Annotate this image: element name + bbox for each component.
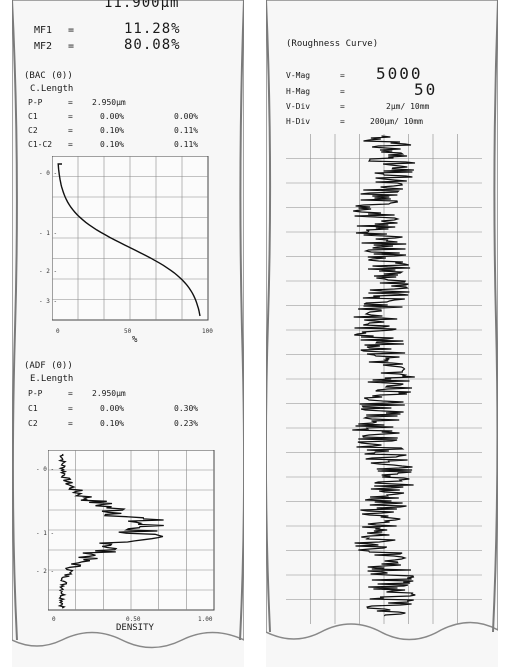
bac-row-value: 0.00% (100, 112, 125, 121)
vdiv-eq: = (340, 102, 345, 111)
mf2-value: 80.08% (124, 37, 181, 53)
bac-row-value2: 0.00% (174, 112, 199, 121)
top-partial-value: 11.900μm (104, 0, 180, 11)
hmag-eq: = (340, 87, 345, 96)
hdiv-value: 200μm/ 10mm (370, 117, 423, 126)
mf2-eq: = (68, 41, 75, 52)
left-printout-strip: 11.900μm MF1 = 11.28% MF2 = 80.08% (BAC … (12, 0, 244, 667)
adf-subtitle: E.Length (30, 374, 74, 384)
vdiv-label: V-Div (286, 102, 311, 111)
bac-subtitle: C.Length (30, 84, 74, 94)
adf-row-label: C2 (28, 419, 38, 428)
hdiv-label: H-Div (286, 117, 311, 126)
adf-row-value2: 0.23% (174, 419, 199, 428)
bac-row-eq: = (68, 112, 73, 121)
bac-row-value: 0.10% (100, 140, 125, 149)
bac-row-label: C2 (28, 126, 38, 135)
roughness-trace-line (352, 135, 416, 617)
bac-row-value: 0.10% (100, 126, 125, 135)
bac-row-value2: 0.11% (174, 126, 199, 135)
bac-row-eq: = (68, 140, 73, 149)
bac-row-eq: = (68, 126, 73, 135)
bac-row-value2: 0.11% (174, 140, 199, 149)
adf-row-eq: = (68, 389, 73, 398)
vmag-eq: = (340, 71, 345, 80)
roughness-profile-chart (286, 134, 482, 624)
vdiv-value: 2μm/ 10mm (386, 102, 430, 111)
bac-row-label: C1-C2 (28, 140, 53, 149)
adf-title: (ADF (0)) (24, 361, 73, 371)
hmag-label: H-Mag (286, 87, 311, 96)
adf-row-eq: = (68, 404, 73, 413)
hmag-value: 50 (414, 80, 438, 99)
adf-density-line (57, 453, 164, 609)
adf-row-value: 0.00% (100, 404, 125, 413)
mf1-eq: = (68, 25, 75, 36)
adf-xtick-050: 0.50 (126, 616, 141, 623)
vmag-value: 5000 (376, 64, 423, 83)
bac-curve-line (57, 163, 201, 317)
bac-xtick-50: 50 (124, 328, 132, 335)
bac-row-value: 2.950μm (92, 98, 126, 107)
right-printout-strip: (Roughness Curve) V-Mag = 5000 H-Mag = 5… (266, 0, 498, 667)
adf-xtick-0: 0 (52, 616, 56, 623)
mf1-label: MF1 (34, 25, 53, 36)
bac-row-label: P-P (28, 98, 43, 107)
vmag-label: V-Mag (286, 71, 311, 80)
roughness-curve-title: (Roughness Curve) (286, 39, 379, 49)
adf-row-value: 2.950μm (92, 389, 126, 398)
adf-row-label: C1 (28, 404, 38, 413)
bac-xlabel: % (132, 335, 138, 345)
adf-row-eq: = (68, 419, 73, 428)
bac-title: (BAC (0)) (24, 71, 73, 81)
amplitude-distribution-chart (48, 450, 215, 611)
bac-row-label: C1 (28, 112, 38, 121)
bearing-area-curve-chart (52, 156, 209, 321)
bac-xtick-100: 100 (202, 328, 213, 335)
mf1-value: 11.28% (124, 21, 181, 37)
adf-row-value: 0.10% (100, 419, 125, 428)
adf-row-value2: 0.30% (174, 404, 199, 413)
bac-row-eq: = (68, 98, 73, 107)
hdiv-eq: = (340, 117, 345, 126)
adf-row-label: P-P (28, 389, 43, 398)
bac-xtick-0: 0 (56, 328, 60, 335)
adf-xtick-100: 1.00 (198, 616, 213, 623)
adf-xlabel: DENSITY (116, 623, 154, 633)
mf2-label: MF2 (34, 41, 53, 52)
